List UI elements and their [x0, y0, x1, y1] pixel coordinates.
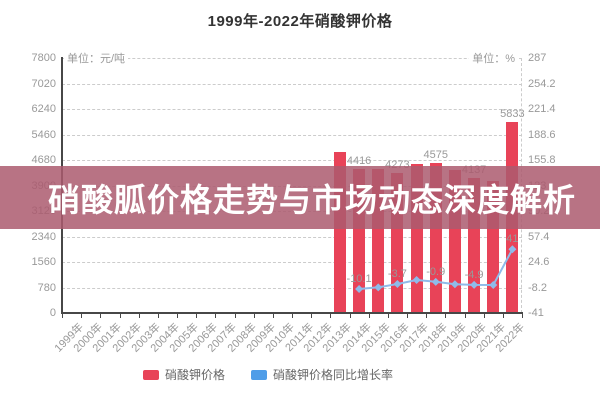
right-axis-tick-label: -41	[528, 307, 544, 319]
legend-label-price: 硝酸钾价格	[164, 368, 225, 382]
legend-item-price[interactable]: 硝酸钾价格	[142, 366, 225, 383]
x-axis-tick	[196, 314, 198, 318]
line-point-marker-icon	[470, 280, 479, 289]
line-point-marker-icon	[393, 280, 402, 289]
left-axis-tick-label: 7800	[31, 52, 56, 64]
left-axis-tick-label: 4680	[31, 154, 56, 166]
right-axis-tick-label: 57.4	[528, 230, 550, 243]
line-point-marker-icon	[508, 245, 517, 254]
x-axis-tick	[368, 314, 370, 318]
line-value-label: -3.7	[387, 268, 407, 280]
line-value-label: -4.9	[464, 268, 484, 281]
x-axis-line	[61, 312, 523, 314]
line-point-marker-icon	[374, 283, 383, 292]
x-axis-tick	[119, 314, 121, 318]
left-axis-tick-label: 1560	[31, 256, 56, 268]
x-axis-tick	[464, 314, 466, 318]
chart-title: 1999年-2022年硝酸钾价格	[207, 13, 393, 30]
x-axis-tick	[177, 314, 178, 318]
legend-label-growth: 硝酸钾价格同比增长率	[273, 368, 394, 382]
x-axis-tick	[445, 314, 447, 318]
gridline	[62, 134, 522, 136]
x-axis-tick	[253, 314, 255, 318]
legend: 硝酸钾价格 硝酸钾价格同比增长率	[0, 366, 600, 383]
x-axis-tick	[349, 314, 351, 318]
gridline	[62, 287, 522, 289]
bar-value-label: 5833	[500, 108, 525, 121]
left-axis-tick-label: 7020	[31, 77, 56, 90]
headline-banner: 硝酸胍价格走势与市场动态深度解析	[0, 166, 600, 229]
line-point-marker-icon	[431, 277, 440, 286]
gridline	[62, 109, 522, 110]
bar-value-label: 4575	[423, 149, 448, 162]
line-series-swatch-icon	[251, 369, 267, 380]
x-axis-tick	[502, 314, 504, 318]
x-axis-tick	[387, 314, 389, 318]
x-axis-tick	[272, 314, 274, 318]
x-axis-tick	[157, 314, 159, 318]
x-axis-tick	[215, 314, 217, 318]
line-value-label: -10.1	[346, 272, 372, 285]
left-axis-tick-label: 6240	[31, 103, 56, 115]
right-axis-tick-label: -8.2	[528, 281, 547, 294]
gridline	[62, 160, 522, 161]
growth-line-chart	[355, 245, 517, 293]
x-axis-tick	[311, 314, 313, 318]
x-axis-tick	[81, 314, 83, 318]
gridline	[62, 83, 522, 85]
gridline	[62, 262, 522, 263]
right-axis-unit-label: 单位：%	[469, 50, 518, 66]
line-value-label: -0.9	[426, 265, 446, 278]
x-axis-tick	[234, 314, 236, 318]
gridline	[62, 236, 522, 238]
line-value-label: 41	[506, 233, 519, 246]
legend-item-growth[interactable]: 硝酸钾价格同比增长率	[251, 366, 393, 383]
gridline	[62, 58, 522, 59]
left-axis-tick-label: 0	[49, 307, 56, 319]
line-point-marker-icon	[355, 284, 364, 293]
headline-text: 硝酸胍价格走势与市场动态深度解析	[48, 181, 577, 218]
left-axis-tick-label: 780	[37, 281, 56, 294]
x-axis-tick	[292, 314, 293, 318]
right-axis-tick-label: 155.8	[528, 154, 556, 166]
x-axis-tick	[407, 314, 408, 318]
line-point-marker-icon	[489, 281, 498, 290]
left-axis-tick-label: 2340	[31, 230, 56, 243]
line-point-marker-icon	[450, 280, 459, 289]
bar-value-label: 4416	[346, 154, 372, 167]
right-axis-tick-label: 221.4	[528, 103, 556, 115]
right-axis-tick-label: 24.6	[528, 256, 550, 268]
x-axis-tick	[522, 314, 523, 318]
x-axis-tick	[100, 314, 102, 318]
right-axis-tick-label: 287	[528, 52, 547, 64]
bar-series-swatch-icon	[142, 369, 159, 380]
x-axis-tick	[138, 314, 140, 318]
left-axis-unit-label: 单位：元/吨	[64, 50, 129, 66]
line-point-marker-icon	[412, 275, 421, 284]
right-axis-tick-label: 188.6	[528, 128, 556, 141]
x-axis-tick	[62, 314, 63, 318]
x-axis-tick	[426, 314, 428, 318]
x-axis-tick	[483, 314, 485, 318]
right-axis-tick-label: 254.2	[528, 77, 556, 90]
x-axis-tick	[330, 314, 332, 318]
left-axis-tick-label: 5460	[31, 128, 56, 141]
